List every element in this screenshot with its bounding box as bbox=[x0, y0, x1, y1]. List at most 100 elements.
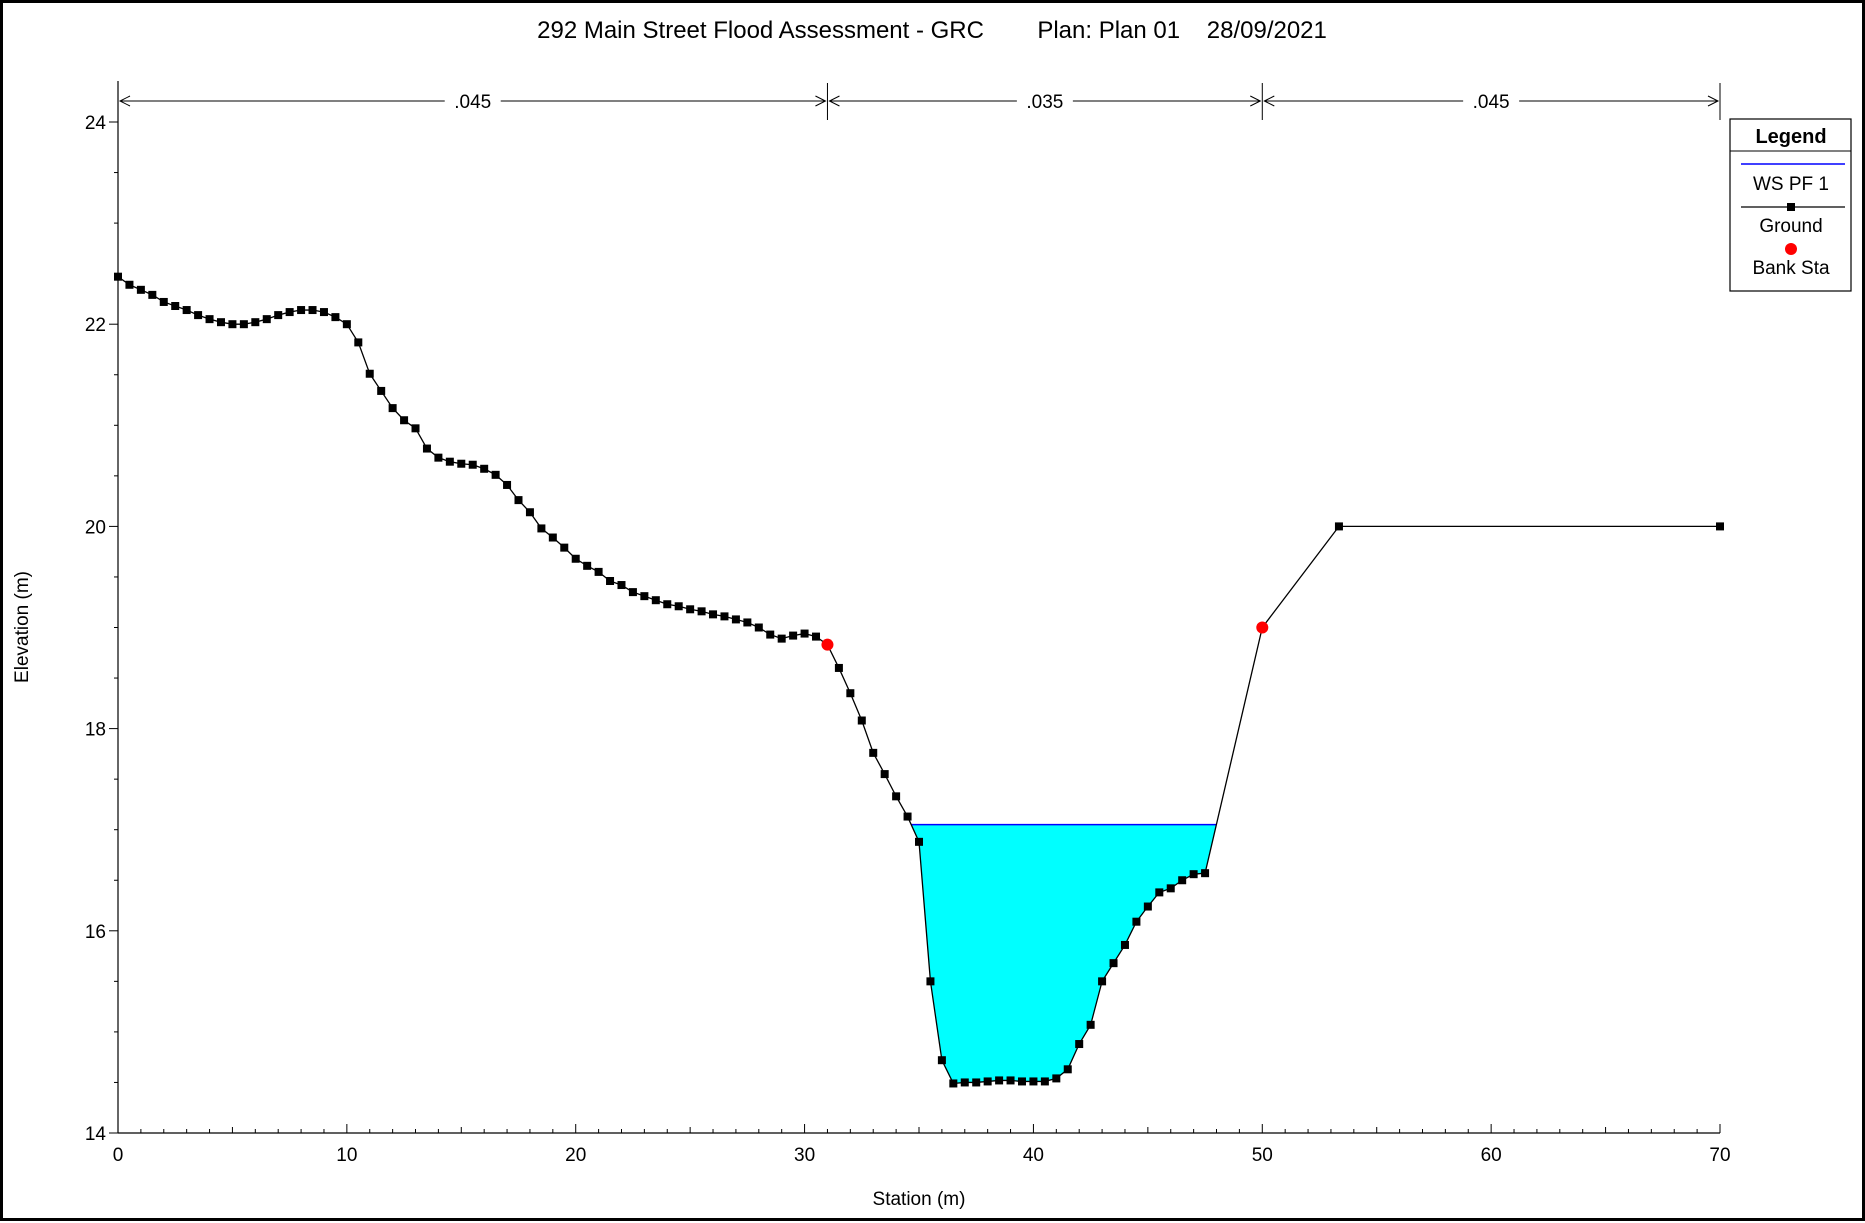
ground-point bbox=[583, 561, 592, 570]
legend-title: Legend bbox=[1755, 126, 1826, 148]
ground-point bbox=[537, 524, 546, 533]
ground-point bbox=[319, 308, 328, 317]
legend-ws-label: WS PF 1 bbox=[1753, 174, 1829, 195]
ground-point bbox=[1120, 940, 1129, 949]
ground-point bbox=[445, 457, 454, 466]
ground-point bbox=[686, 605, 695, 614]
mannings-arrowhead-right bbox=[1707, 95, 1720, 107]
ground-point bbox=[834, 663, 843, 672]
ground-point bbox=[297, 306, 306, 315]
bank-station-markers bbox=[821, 621, 1269, 651]
ground-point bbox=[1143, 902, 1152, 911]
ground-point bbox=[640, 592, 649, 601]
ground-point bbox=[1098, 977, 1107, 986]
ground-point bbox=[1017, 1077, 1026, 1086]
ground-point bbox=[548, 533, 557, 542]
ground-point bbox=[880, 770, 889, 779]
ground-point bbox=[1189, 870, 1198, 879]
ground-point bbox=[148, 290, 157, 299]
ground-point bbox=[1178, 876, 1187, 885]
ground-point bbox=[571, 554, 580, 563]
mannings-arrowhead-left bbox=[1263, 95, 1275, 107]
legend-ground-marker bbox=[1787, 203, 1795, 211]
ground-point bbox=[205, 315, 214, 324]
ground-point bbox=[1052, 1074, 1061, 1083]
x-axis-ticks: 0 10 20 30 40 50 60 70 bbox=[113, 1124, 1731, 1166]
ground-point bbox=[754, 623, 763, 632]
ground-point bbox=[388, 404, 397, 413]
ground-point bbox=[720, 612, 729, 621]
ground-point bbox=[857, 716, 866, 725]
y-tick-label: 18 bbox=[85, 720, 106, 741]
ground-point bbox=[972, 1078, 981, 1087]
y-tick-label: 22 bbox=[85, 315, 106, 336]
ground-point bbox=[1109, 959, 1118, 968]
ground-point bbox=[949, 1079, 958, 1088]
ground-point bbox=[1132, 917, 1141, 926]
legend: Legend WS PF 1 Ground Bank Sta bbox=[1729, 118, 1852, 292]
x-tick-label: 40 bbox=[1023, 1145, 1044, 1166]
ground-point bbox=[1201, 869, 1210, 878]
y-tick-label: 14 bbox=[85, 1124, 107, 1145]
ground-point bbox=[560, 543, 569, 552]
mannings-arrowhead-right bbox=[815, 95, 827, 107]
y-axis-ticks: 14 16 18 20 22 24 bbox=[85, 113, 118, 1145]
x-tick-label: 50 bbox=[1252, 1145, 1273, 1166]
ground-point bbox=[1155, 888, 1164, 897]
ground-point bbox=[194, 311, 203, 320]
ground-point bbox=[594, 567, 603, 576]
ground-point bbox=[766, 630, 775, 639]
ground-point bbox=[285, 308, 294, 317]
mannings-n-annotations: .045 .035 .045 bbox=[117, 83, 1721, 120]
x-tick-label: 20 bbox=[565, 1145, 586, 1166]
ground-point bbox=[251, 318, 260, 327]
ground-point bbox=[354, 338, 363, 347]
ground-point bbox=[789, 631, 798, 640]
ground-point bbox=[411, 424, 420, 433]
ground-point bbox=[983, 1077, 992, 1086]
ground-point bbox=[995, 1076, 1004, 1085]
bank-station-point bbox=[821, 638, 834, 651]
ground-point bbox=[800, 629, 809, 638]
ground-point bbox=[171, 302, 180, 311]
x-tick-label: 0 bbox=[113, 1145, 124, 1166]
x-tick-label: 60 bbox=[1481, 1145, 1502, 1166]
legend-bank-label: Bank Sta bbox=[1752, 258, 1830, 279]
x-tick-label: 70 bbox=[1709, 1145, 1730, 1166]
mannings-n-label: .045 bbox=[454, 92, 491, 113]
mannings-arrowhead-left bbox=[828, 95, 840, 107]
ground-point bbox=[960, 1078, 969, 1087]
ground-point bbox=[937, 1056, 946, 1065]
y-axis-label: Elevation (m) bbox=[12, 571, 33, 683]
ground-point bbox=[136, 285, 145, 294]
ground-point bbox=[903, 812, 912, 821]
ground-point bbox=[480, 464, 489, 473]
ground-point bbox=[342, 320, 351, 329]
ground-point bbox=[926, 977, 935, 986]
legend-ground-label: Ground bbox=[1759, 216, 1822, 237]
ground-point bbox=[514, 496, 523, 505]
ground-point bbox=[422, 444, 431, 453]
ground-point bbox=[1075, 1040, 1084, 1049]
ground-point bbox=[674, 602, 683, 611]
ground-point bbox=[1334, 522, 1343, 531]
y-tick-label: 16 bbox=[85, 922, 106, 943]
ground-point bbox=[308, 306, 317, 315]
ground-point bbox=[1086, 1020, 1095, 1029]
ground-point bbox=[651, 596, 660, 605]
ground-point bbox=[628, 588, 637, 597]
ground-point bbox=[1040, 1077, 1049, 1086]
ground-point bbox=[743, 618, 752, 627]
ground-point bbox=[228, 320, 237, 329]
mannings-n-label: .035 bbox=[1026, 92, 1063, 113]
ground-point bbox=[617, 581, 626, 590]
y-tick-label: 20 bbox=[85, 517, 106, 538]
ground-point bbox=[400, 416, 409, 425]
ground-point bbox=[503, 480, 512, 489]
ground-point bbox=[697, 607, 706, 616]
ground-point bbox=[434, 453, 443, 462]
ground-point bbox=[777, 634, 786, 643]
mannings-arrowhead-left bbox=[118, 95, 131, 107]
ground-point bbox=[1166, 884, 1175, 893]
